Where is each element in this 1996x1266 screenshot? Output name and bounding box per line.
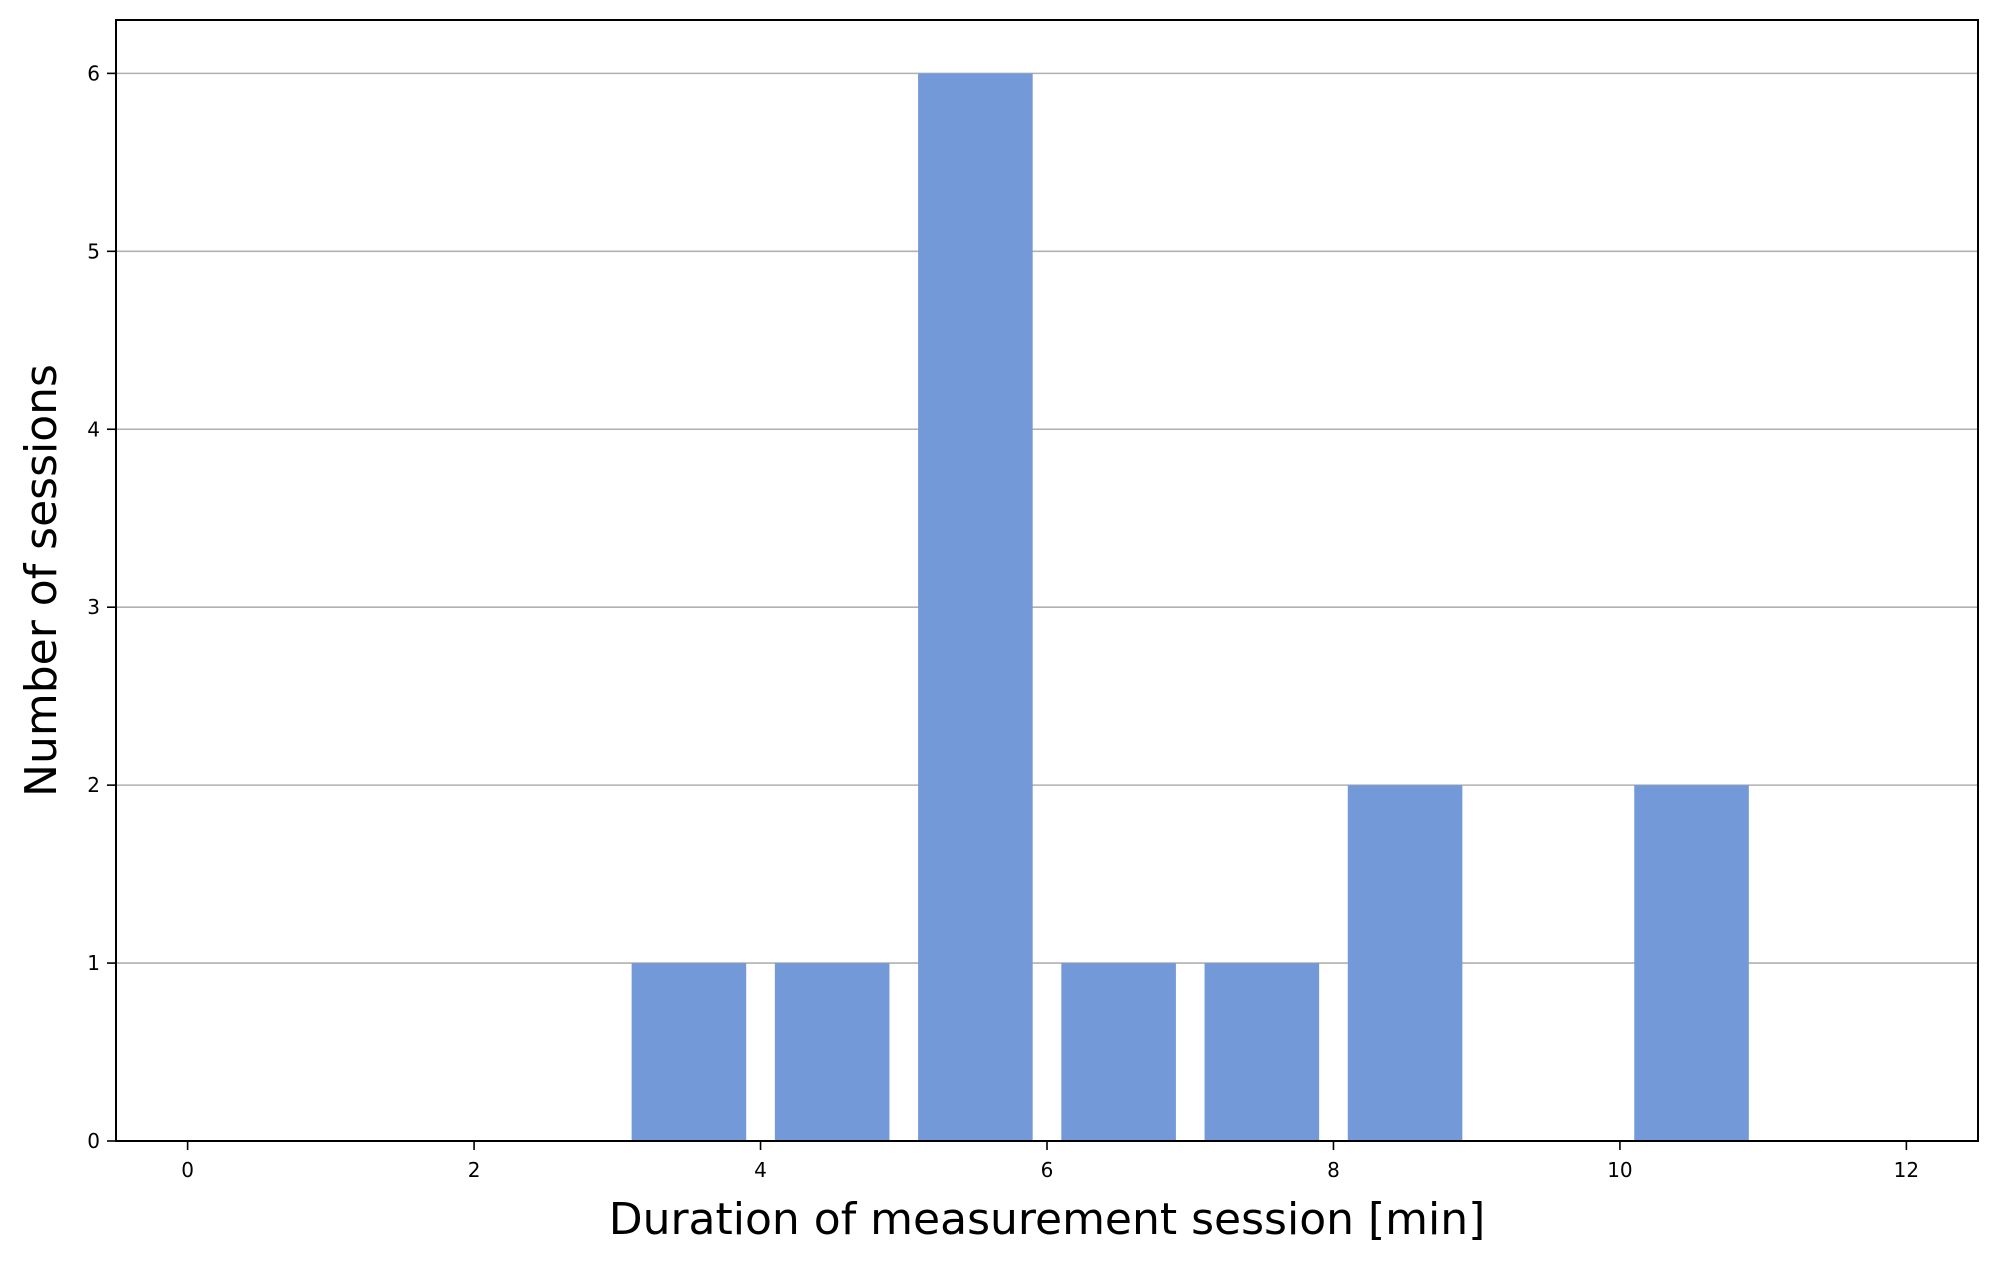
x-tick-label: 0 [181, 1158, 194, 1182]
y-tick-label: 0 [87, 1129, 100, 1153]
x-tick-label: 8 [1327, 1158, 1340, 1182]
y-tick-label: 5 [87, 239, 100, 263]
x-axis-ticks: 0 2 4 6 8 10 12 [181, 1141, 1919, 1182]
y-tick-label: 2 [87, 773, 100, 797]
x-tick-label: 4 [754, 1158, 767, 1182]
bar [1061, 963, 1176, 1141]
bar [1347, 785, 1463, 1141]
bar [774, 963, 890, 1141]
x-tick-label: 6 [1041, 1158, 1054, 1182]
y-gridlines [116, 72, 1978, 964]
x-tick-label: 2 [468, 1158, 481, 1182]
y-tick-label: 3 [87, 595, 100, 619]
y-axis-label: Number of sessions [16, 364, 67, 797]
x-tick-label: 10 [1607, 1158, 1632, 1182]
bar [1204, 963, 1320, 1141]
x-tick-label: 12 [1894, 1158, 1919, 1182]
x-axis-label: Duration of measurement session [min] [609, 1194, 1486, 1245]
bars [631, 73, 1749, 1141]
bar [918, 73, 1033, 1141]
y-axis-ticks: 0 1 2 3 4 5 6 [87, 61, 116, 1153]
y-tick-label: 4 [87, 417, 100, 441]
bar [631, 963, 747, 1141]
bar [1634, 785, 1749, 1141]
plot-frame [115, 19, 1979, 1142]
y-tick-label: 1 [87, 951, 100, 975]
y-tick-label: 6 [87, 61, 100, 85]
